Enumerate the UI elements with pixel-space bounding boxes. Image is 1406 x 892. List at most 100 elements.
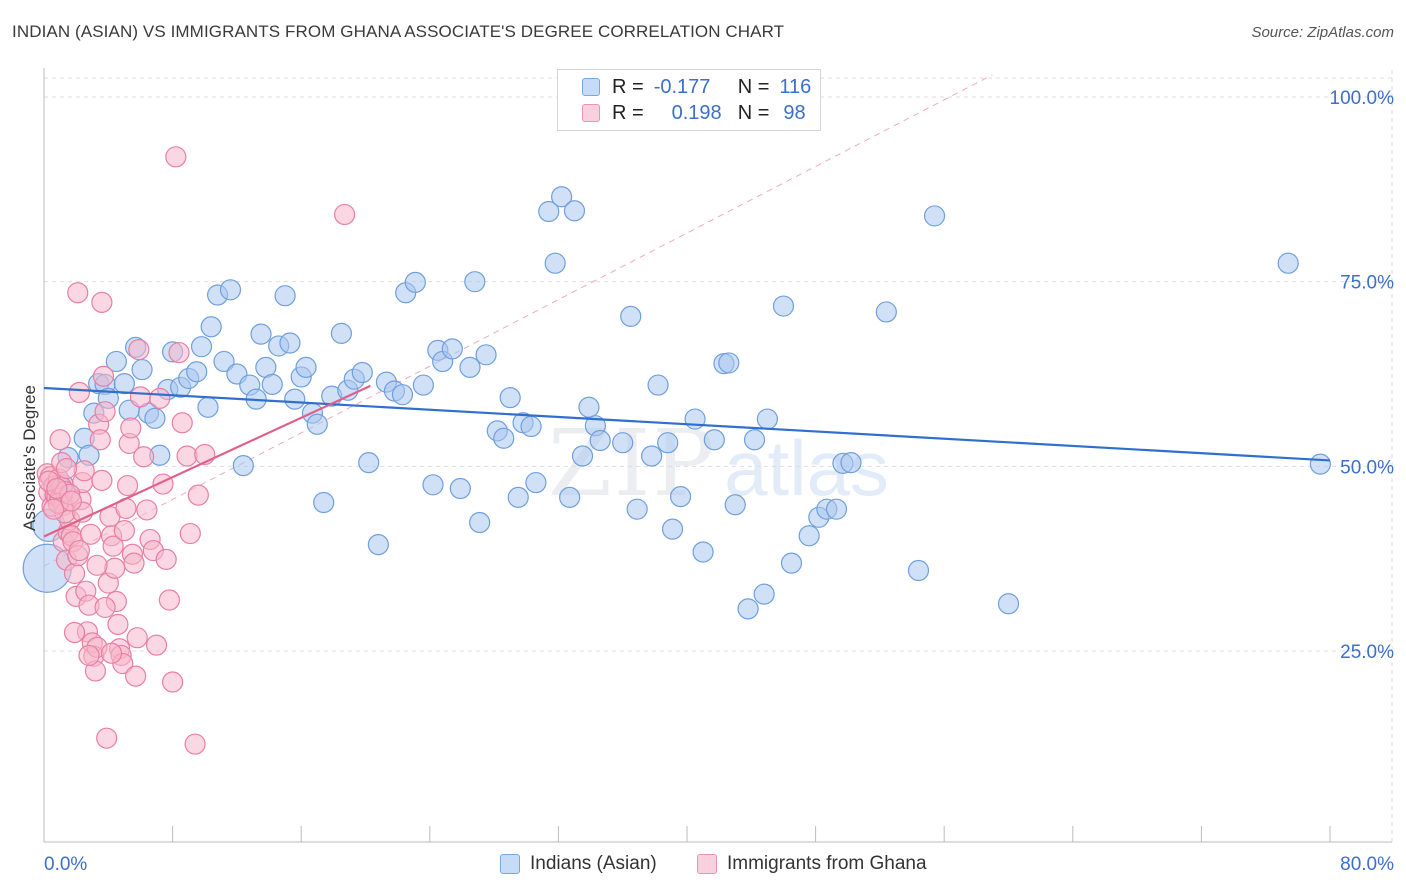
indians-point bbox=[250, 323, 272, 345]
bottom-legend-label-ghana: Immigrants from Ghana bbox=[727, 853, 927, 874]
indians-point bbox=[391, 384, 414, 406]
indians-point bbox=[737, 598, 759, 620]
indians-point bbox=[753, 583, 775, 605]
bottom-legend-indians: Indians (Asian) bbox=[500, 851, 657, 877]
indians-point bbox=[661, 518, 684, 540]
ghana-point bbox=[46, 477, 68, 500]
ghana-point bbox=[91, 291, 113, 313]
ghana-point bbox=[128, 339, 150, 361]
legend-r-value: -0.177 bbox=[653, 75, 711, 98]
legend-row-ghana: R = 0.198 N = 98 bbox=[582, 100, 806, 126]
bottom-legend-label-indians: Indians (Asian) bbox=[530, 853, 657, 874]
legend-n-value: 98 bbox=[783, 101, 806, 124]
ghana-point bbox=[80, 523, 102, 545]
ghana-point bbox=[176, 445, 198, 467]
ghana-point bbox=[63, 621, 86, 644]
indians-point bbox=[367, 534, 389, 556]
indians-point bbox=[657, 432, 679, 454]
y-axis-label: Associate's Degree bbox=[20, 385, 39, 531]
indians-point bbox=[559, 486, 581, 508]
ghana-point bbox=[63, 562, 86, 585]
indians-point bbox=[200, 316, 222, 338]
indians-point bbox=[612, 432, 634, 454]
ghana-point bbox=[73, 460, 95, 482]
indians-point bbox=[113, 373, 135, 395]
point-layer bbox=[22, 146, 1331, 755]
indians-point bbox=[493, 427, 515, 449]
ghana-point bbox=[96, 727, 118, 749]
axis-layer bbox=[43, 68, 1392, 843]
ghana-point bbox=[107, 613, 129, 636]
indians-point bbox=[578, 396, 600, 418]
ghana-point bbox=[94, 401, 116, 423]
indians-point bbox=[261, 373, 283, 395]
indians-point bbox=[279, 332, 301, 354]
indians-point bbox=[131, 358, 153, 381]
indians-point bbox=[520, 415, 542, 438]
y-tick-label: 100.0% bbox=[1330, 88, 1395, 109]
bottom-legend-swatch-blue bbox=[500, 854, 520, 874]
y-tick-label: 75.0% bbox=[1340, 273, 1394, 294]
indians-point bbox=[626, 498, 648, 520]
indians-point bbox=[330, 322, 352, 344]
indians-point bbox=[923, 205, 946, 227]
ghana-point bbox=[125, 665, 147, 687]
indians-point bbox=[284, 388, 306, 410]
ghana-point bbox=[78, 644, 100, 667]
indians-point bbox=[190, 336, 213, 358]
indians-point bbox=[1309, 453, 1331, 475]
ghana-point bbox=[102, 535, 124, 557]
indians-point bbox=[186, 361, 208, 383]
indians-point bbox=[875, 301, 897, 323]
legend-r-value: 0.198 bbox=[671, 101, 722, 124]
indians-point bbox=[422, 474, 444, 496]
ghana-point bbox=[43, 498, 65, 520]
x-tick-label-left: 0.0% bbox=[44, 854, 87, 875]
ghana-point bbox=[68, 381, 90, 404]
indians-point bbox=[219, 279, 242, 301]
y-tick-label: 25.0% bbox=[1340, 642, 1394, 663]
ghana-point bbox=[120, 417, 142, 439]
ghana-point bbox=[89, 429, 111, 451]
indians-point bbox=[743, 429, 766, 451]
indians-point bbox=[105, 350, 127, 373]
ghana-point bbox=[100, 642, 123, 664]
indians-point bbox=[641, 445, 663, 467]
indians-point bbox=[499, 387, 521, 409]
ghana-point bbox=[133, 446, 155, 468]
indians-point bbox=[441, 338, 463, 360]
ghana-point bbox=[68, 539, 90, 562]
ghana-point bbox=[187, 484, 209, 506]
indians-point bbox=[840, 452, 862, 474]
stats-legend: R = -0.177 N = 116 R = 0.198 N = 98 bbox=[557, 69, 821, 131]
indians-point bbox=[274, 285, 296, 307]
ghana-point bbox=[67, 282, 89, 304]
ghana-point bbox=[136, 499, 158, 521]
indians-point bbox=[449, 477, 471, 500]
indians-point bbox=[464, 271, 486, 293]
indians-point bbox=[825, 498, 848, 520]
indians-point bbox=[538, 200, 560, 223]
indians-point bbox=[798, 525, 820, 547]
ghana-point bbox=[49, 429, 71, 451]
indians-point bbox=[1277, 252, 1299, 274]
indians-trend-line bbox=[43, 386, 1331, 462]
indians-point bbox=[907, 559, 930, 582]
indians-point bbox=[563, 200, 586, 222]
ghana-point bbox=[92, 365, 115, 387]
ghana-point bbox=[113, 519, 135, 542]
ghana-point bbox=[60, 490, 82, 512]
reference-diagonal bbox=[43, 74, 993, 567]
indians-point bbox=[459, 356, 481, 378]
ghana-point bbox=[55, 457, 78, 480]
indians-point bbox=[703, 429, 725, 451]
legend-swatch-blue bbox=[582, 78, 600, 96]
ghana-point bbox=[168, 341, 190, 364]
indians-point bbox=[507, 486, 529, 508]
ghana-point bbox=[104, 557, 126, 579]
legend-n-value: 116 bbox=[779, 75, 812, 98]
ghana-point bbox=[86, 554, 108, 576]
ghana-point bbox=[155, 548, 177, 571]
indians-point bbox=[620, 305, 642, 327]
